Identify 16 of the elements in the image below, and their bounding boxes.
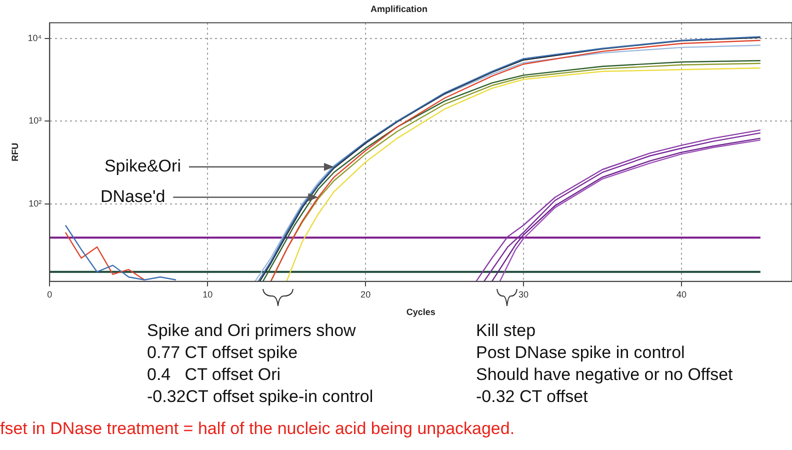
annotation: DNase'd xyxy=(100,186,166,206)
text: Kill step Post DNase spike in control Should have negative or no Offset -0.32 CT offset xyxy=(476,320,733,408)
x-tick-label: 10 xyxy=(202,289,213,300)
x-tick-label: 20 xyxy=(360,289,371,300)
annotation: Spike&Ori xyxy=(104,156,181,176)
x-tick-label: 30 xyxy=(518,289,529,300)
y-tick-label: 10⁴ xyxy=(28,33,42,44)
text: fset in DNase treatment = half of the nucleic acid being unpackaged. xyxy=(0,418,515,440)
x-tick-label: 40 xyxy=(676,289,686,300)
x-axis-title: Cycles xyxy=(406,307,436,318)
chart-title: Amplification xyxy=(370,4,428,14)
y-tick-label: 10² xyxy=(28,198,42,208)
x-tick-label: 0 xyxy=(47,289,52,300)
y-axis-title: RFU xyxy=(10,142,20,162)
text: Spike and Ori primers show 0.77 CT offset spike 0.4 CT offset Ori -0.32CT offset spike-in control xyxy=(147,320,374,408)
y-tick-label: 10³ xyxy=(28,116,42,126)
